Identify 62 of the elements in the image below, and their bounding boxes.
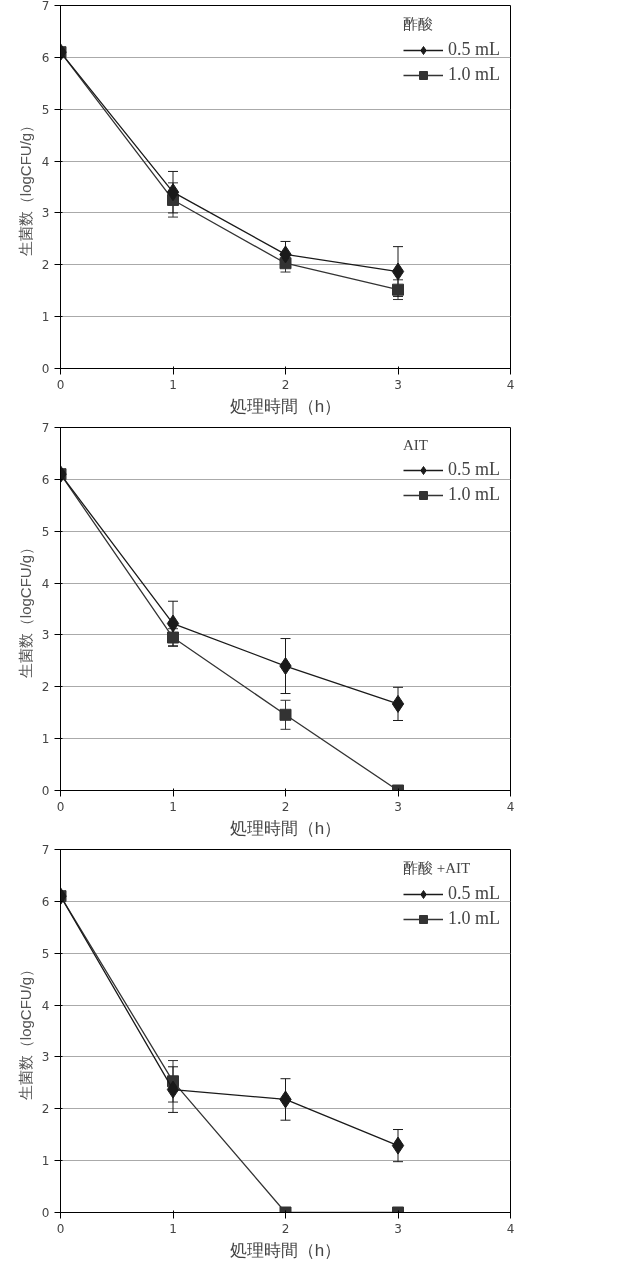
point — [166, 1080, 180, 1099]
legend-title: 酢酸 +AIT — [403, 859, 472, 878]
x-tick-label: 4 — [506, 799, 515, 814]
y-tick-label: 0 — [41, 362, 50, 376]
y-tick-label: 5 — [41, 524, 50, 539]
x-tick-label: 3 — [394, 377, 402, 392]
legend-label: 0.5 mL — [448, 459, 500, 480]
point — [166, 614, 180, 633]
y-axis-title: 生菌数（logCFU/g） — [16, 117, 34, 257]
x-tick-label: 0 — [56, 799, 65, 814]
x-tick-label: 0 — [56, 377, 65, 392]
y-tick-label: 5 — [41, 102, 50, 117]
y-tick-label: 4 — [41, 998, 50, 1013]
legend-label: 1.0 mL — [448, 64, 500, 85]
legend-label: 1.0 mL — [448, 908, 500, 929]
y-tick-label: 1 — [41, 310, 50, 325]
point — [279, 708, 292, 721]
y-tick-label: 7 — [41, 843, 50, 857]
y-tick-label: 5 — [41, 946, 50, 961]
legend-label: 1.0 mL — [448, 484, 500, 505]
y-tick-label: 7 — [41, 0, 50, 13]
y-tick-label: 2 — [41, 680, 50, 695]
x-tick-label: 4 — [506, 377, 515, 392]
point — [166, 183, 180, 202]
y-tick-label: 4 — [41, 154, 50, 169]
y-tick-label: 2 — [41, 258, 50, 273]
legend-title: 酢酸 — [403, 15, 434, 34]
y-tick-label: 7 — [41, 421, 50, 435]
x-tick-label: 2 — [281, 377, 290, 392]
x-tick-label: 1 — [169, 799, 177, 814]
point — [391, 694, 405, 713]
y-tick-label: 0 — [41, 1206, 50, 1220]
x-tick-label: 2 — [281, 799, 290, 814]
y-tick-label: 3 — [41, 1050, 50, 1065]
point — [391, 262, 405, 281]
y-tick-label: 6 — [41, 472, 50, 487]
x-tick-label: 3 — [394, 1221, 402, 1236]
y-tick-label: 4 — [41, 576, 50, 591]
x-tick-label: 3 — [394, 799, 402, 814]
y-axis-title: 生菌数（logCFU/g） — [16, 961, 34, 1101]
y-tick-label: 2 — [41, 1102, 50, 1117]
legend-label: 0.5 mL — [448, 883, 500, 904]
y-tick-label: 1 — [41, 732, 50, 747]
x-axis-title: 処理時間（h） — [229, 396, 342, 416]
x-axis-title: 処理時間（h） — [229, 818, 342, 838]
y-tick-label: 6 — [41, 894, 50, 909]
y-tick-label: 1 — [41, 1154, 50, 1169]
y-tick-label: 6 — [41, 50, 50, 65]
x-tick-label: 1 — [169, 377, 177, 392]
point — [392, 283, 404, 296]
y-tick-label: 3 — [41, 628, 50, 643]
y-tick-label: 0 — [41, 784, 50, 798]
legend-title: AIT — [403, 437, 429, 454]
y-axis-title: 生菌数（logCFU/g） — [16, 539, 34, 679]
x-tick-label: 0 — [56, 1221, 65, 1236]
legend-label: 0.5 mL — [448, 39, 500, 60]
y-tick-label: 3 — [41, 206, 50, 221]
x-tick-label: 2 — [281, 1221, 290, 1236]
x-axis-title: 処理時間（h） — [229, 1240, 342, 1260]
x-tick-label: 4 — [506, 1221, 515, 1236]
point — [391, 1136, 405, 1155]
x-tick-label: 1 — [169, 1221, 177, 1236]
